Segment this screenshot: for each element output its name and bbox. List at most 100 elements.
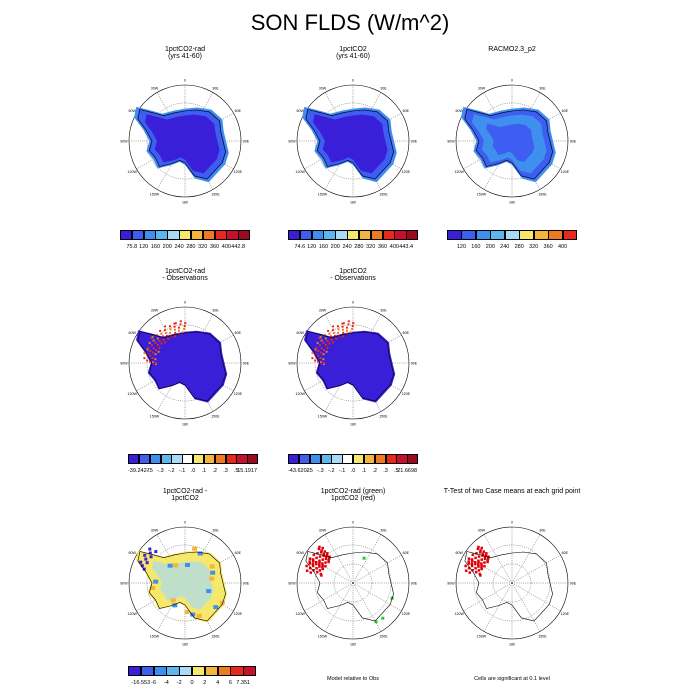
anomaly-cell	[152, 361, 155, 364]
longitude-label: 60W	[296, 331, 304, 335]
colorbar-segment	[128, 666, 142, 676]
colorbar-segment	[533, 230, 549, 240]
significant-cell	[475, 552, 478, 555]
colorbar-tick-label: 240	[174, 244, 184, 250]
longitude-label: 120E	[234, 392, 243, 396]
longitude-label: 90W	[120, 362, 128, 366]
colorbar-tick-label: 6	[228, 680, 232, 686]
significant-cell	[315, 556, 318, 560]
colorbar-tick-label: 240	[500, 244, 510, 250]
anomaly-cell	[213, 605, 219, 610]
anomaly-cell	[197, 551, 203, 556]
anomaly-cell	[148, 547, 152, 551]
significant-cell	[320, 574, 323, 577]
anomaly-cell	[331, 329, 334, 332]
colorbar-segment	[143, 230, 156, 240]
longitude-label: 60E	[403, 331, 410, 335]
colorbar-segment	[335, 230, 348, 240]
anomaly-cell	[351, 328, 354, 331]
anomaly-cell	[341, 322, 344, 325]
colorbar-tick-label: 120	[307, 244, 317, 250]
figure-title: SON FLDS (W/m^2)	[250, 10, 450, 35]
anomaly-cell	[157, 350, 160, 353]
anomaly-cell	[319, 335, 322, 338]
difference-field	[304, 330, 396, 403]
anomaly-cell	[150, 344, 153, 347]
longitude-label: 60W	[296, 109, 304, 113]
colorbar-tick-label: 2	[203, 680, 207, 686]
longitude-label: 180	[182, 423, 188, 427]
colorbar-tick-label: 320	[529, 244, 539, 250]
colorbar-tick-label: 120	[456, 244, 467, 250]
anomaly-cell	[164, 325, 167, 328]
significant-cell	[464, 564, 467, 568]
anomaly-cell	[185, 563, 190, 567]
anomaly-cell	[158, 347, 161, 350]
longitude-label: 150W	[150, 192, 160, 196]
coastline	[305, 331, 394, 402]
anomaly-cell	[151, 335, 154, 338]
anomaly-cell	[328, 342, 331, 345]
anomaly-cell	[139, 560, 143, 564]
significant-cell	[311, 558, 315, 561]
anomaly-cell	[150, 337, 153, 340]
significant-cell	[305, 564, 308, 568]
anomaly-cell	[316, 342, 319, 344]
anomaly-cell	[328, 332, 331, 335]
significant-cell	[467, 566, 471, 570]
colorbar: 75.8 120 160 200 240 280 320 360 400 442.8	[120, 230, 251, 254]
panel-title: 1pctCO2	[171, 495, 199, 502]
significant-cell	[480, 563, 483, 567]
anomaly-cell	[196, 613, 202, 618]
longitude-label: 30E	[539, 529, 546, 533]
longitude-label: 60W	[128, 331, 136, 335]
longitude-label: 120E	[234, 612, 243, 616]
colorbar-segment	[131, 230, 145, 240]
significant-cell	[477, 569, 481, 572]
anomaly-cell	[320, 339, 323, 342]
longitude-label: 60W	[455, 109, 463, 113]
longitude-label: 150E	[379, 414, 388, 418]
significant-cell	[324, 561, 327, 564]
anomaly-cell	[163, 329, 166, 332]
colorbar-segment	[140, 666, 155, 676]
longitude-label: 30E	[380, 309, 387, 313]
significant-cell	[486, 557, 490, 560]
map-panel-top-right: RACMO2.3_p2 0 30E 60E 90E 120E 150E 180 150W 120W…	[437, 46, 587, 256]
longitude-label: 150W	[477, 634, 487, 638]
coastline	[137, 331, 226, 402]
colorbar-tick-label: 160	[471, 244, 481, 250]
significant-cell	[467, 562, 471, 565]
parallel-line	[333, 563, 373, 603]
meridian-line	[511, 534, 541, 584]
anomaly-cell	[149, 350, 152, 353]
colorbar-tick-label: 320	[198, 244, 208, 250]
significant-cell	[326, 552, 329, 555]
anomaly-cell	[154, 353, 157, 356]
significant-cell	[318, 559, 321, 563]
colorbar-tick-label: -.1	[178, 468, 186, 474]
anomaly-cell	[330, 338, 333, 341]
anomaly-cell	[320, 361, 323, 364]
colorbar-tick-label: 360	[209, 244, 220, 250]
colorbar-segment	[370, 230, 384, 240]
colorbar-tick-label: 200	[485, 244, 495, 250]
longitude-label: 120E	[234, 170, 243, 174]
anomaly-field-inner	[152, 560, 214, 610]
anomaly-cell	[152, 339, 155, 342]
longitude-label: 120W	[454, 170, 464, 174]
colorbar-tick-label: 120	[139, 244, 149, 250]
anomaly-cell	[320, 347, 323, 350]
anomaly-cell	[352, 322, 355, 325]
colorbar-segment	[225, 454, 237, 464]
anomaly-cell	[319, 351, 322, 354]
colorbar-tick-label: 443.4	[399, 244, 414, 250]
significant-cell	[324, 555, 328, 559]
anomaly-cell	[154, 358, 157, 361]
anomaly-cell	[169, 331, 172, 334]
anomaly-cell	[324, 334, 327, 337]
significant-cell	[318, 545, 321, 549]
significant-cell	[315, 570, 319, 574]
significant-cell	[321, 558, 324, 561]
anomaly-cell	[192, 546, 198, 551]
